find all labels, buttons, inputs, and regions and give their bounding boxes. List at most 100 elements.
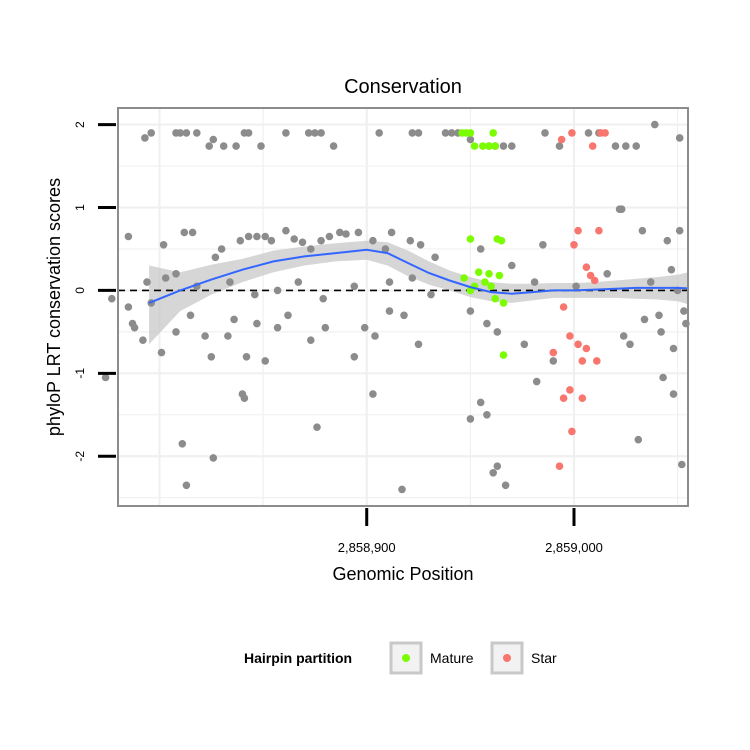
point-other — [441, 129, 450, 137]
point-other — [172, 328, 180, 336]
point-other — [499, 142, 508, 150]
point-other — [539, 241, 547, 249]
point-other — [336, 228, 344, 237]
point-other — [201, 332, 209, 340]
point-other — [619, 332, 628, 340]
point-other — [284, 311, 292, 320]
point-other — [147, 129, 155, 137]
point-other — [387, 228, 396, 237]
point-other — [124, 232, 133, 241]
point-star — [555, 462, 564, 471]
point-other — [371, 332, 379, 340]
legend: Hairpin partition Mature Star — [244, 641, 557, 675]
legend-dot-star — [503, 654, 511, 662]
point-other — [298, 238, 307, 247]
point-star — [568, 427, 576, 436]
point-other — [244, 129, 253, 137]
point-other — [108, 294, 116, 303]
point-star — [590, 276, 599, 285]
point-other — [398, 485, 406, 494]
point-other — [261, 232, 270, 241]
point-other — [224, 332, 232, 340]
point-other — [651, 120, 659, 129]
point-other — [603, 270, 611, 278]
point-other — [230, 315, 238, 324]
point-other — [483, 411, 491, 419]
y-tick-label: 2 — [73, 121, 87, 128]
point-other — [211, 253, 220, 262]
point-other — [640, 315, 649, 324]
point-other — [313, 423, 321, 432]
point-other — [128, 319, 137, 328]
point-mature — [466, 235, 475, 243]
point-other — [466, 415, 475, 423]
point-star — [578, 394, 587, 403]
point-other — [350, 353, 359, 361]
point-other — [209, 135, 218, 144]
y-tick-label: 0 — [73, 287, 87, 294]
point-other — [342, 230, 350, 238]
legend-title: Hairpin partition — [244, 650, 352, 666]
point-other — [476, 245, 485, 253]
point-other — [447, 129, 456, 137]
point-star — [559, 394, 568, 403]
point-star — [595, 226, 603, 235]
point-other — [350, 282, 359, 291]
point-other — [294, 278, 303, 286]
point-other — [408, 129, 417, 137]
point-other — [678, 460, 686, 469]
point-other — [139, 336, 147, 345]
point-other — [520, 340, 529, 349]
chart-title: Conservation — [344, 76, 462, 98]
point-other — [483, 319, 491, 328]
point-mature — [485, 142, 493, 150]
point-other — [669, 344, 678, 353]
y-axis: -2 -1 0 1 2 — [73, 121, 116, 462]
point-other — [530, 278, 539, 286]
point-other — [180, 228, 189, 237]
point-star — [588, 142, 597, 150]
point-other — [325, 232, 334, 241]
point-other — [240, 394, 249, 403]
point-other — [124, 303, 133, 311]
point-other — [188, 228, 197, 237]
point-other — [466, 135, 475, 144]
data-points — [101, 120, 690, 494]
point-other — [549, 357, 558, 365]
point-other — [172, 270, 180, 278]
point-other — [273, 323, 282, 332]
point-other — [476, 398, 485, 407]
point-star — [582, 263, 591, 272]
point-other — [427, 290, 435, 299]
point-other — [321, 323, 330, 332]
point-other — [161, 274, 170, 282]
point-other — [251, 290, 259, 299]
y-axis-label: phyloP LRT conservation scores — [44, 178, 64, 436]
point-other — [489, 469, 498, 477]
point-other — [207, 353, 216, 361]
point-other — [611, 142, 620, 150]
y-tick-label: -2 — [73, 451, 87, 462]
point-other — [663, 236, 672, 245]
panel-border — [117, 107, 689, 507]
point-other — [182, 481, 191, 490]
point-other — [416, 241, 425, 249]
point-other — [226, 278, 234, 286]
point-other — [317, 236, 325, 245]
point-other — [282, 129, 290, 137]
y-tick-label: -1 — [73, 368, 87, 379]
legend-dot-mature — [402, 654, 410, 662]
point-mature — [460, 274, 468, 282]
point-other — [217, 245, 226, 253]
confidence-band — [149, 240, 688, 345]
point-other — [659, 373, 667, 382]
point-star — [586, 271, 595, 280]
point-other — [657, 328, 665, 336]
point-other — [101, 373, 110, 382]
point-other — [193, 129, 201, 137]
point-other — [290, 235, 299, 243]
legend-label-mature: Mature — [430, 650, 474, 666]
point-other — [253, 232, 261, 241]
point-other — [414, 340, 423, 349]
point-other — [307, 336, 315, 345]
